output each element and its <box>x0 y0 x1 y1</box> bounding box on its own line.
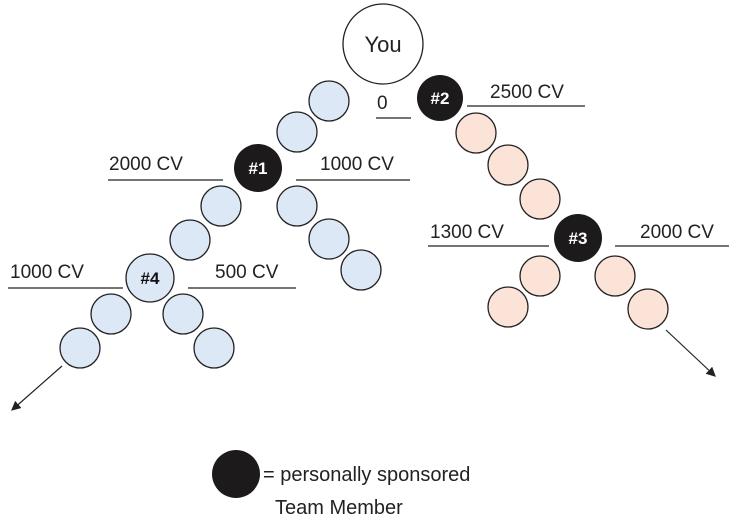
cv-label: 2000 CV <box>109 154 183 175</box>
cv-label: 1300 CV <box>430 222 504 243</box>
pink-chain <box>455 112 669 330</box>
cv-label: 1000 CV <box>10 262 84 283</box>
node-label: #3 <box>569 229 588 248</box>
cv-label: 2000 CV <box>640 222 714 243</box>
node-2 <box>417 75 463 121</box>
node-3 <box>554 214 602 262</box>
cv-label: 500 CV <box>215 262 279 283</box>
legend-text: = personally sponsored <box>263 464 470 486</box>
node-label: #4 <box>141 269 160 288</box>
you-node <box>342 3 424 85</box>
legend-text: Team Member <box>275 497 403 519</box>
arrow <box>665 329 716 377</box>
cv-label: 0 <box>377 93 388 114</box>
arrow <box>11 365 63 411</box>
you-label: You <box>364 32 401 57</box>
legend-swatch <box>212 450 260 498</box>
node-label: #2 <box>431 89 450 108</box>
blue-chain <box>59 80 382 369</box>
cv-label: 2500 CV <box>490 82 564 103</box>
node-1 <box>234 144 282 192</box>
node-4 <box>125 253 175 303</box>
cv-label: 1000 CV <box>320 154 394 175</box>
node-label: #1 <box>249 159 268 178</box>
